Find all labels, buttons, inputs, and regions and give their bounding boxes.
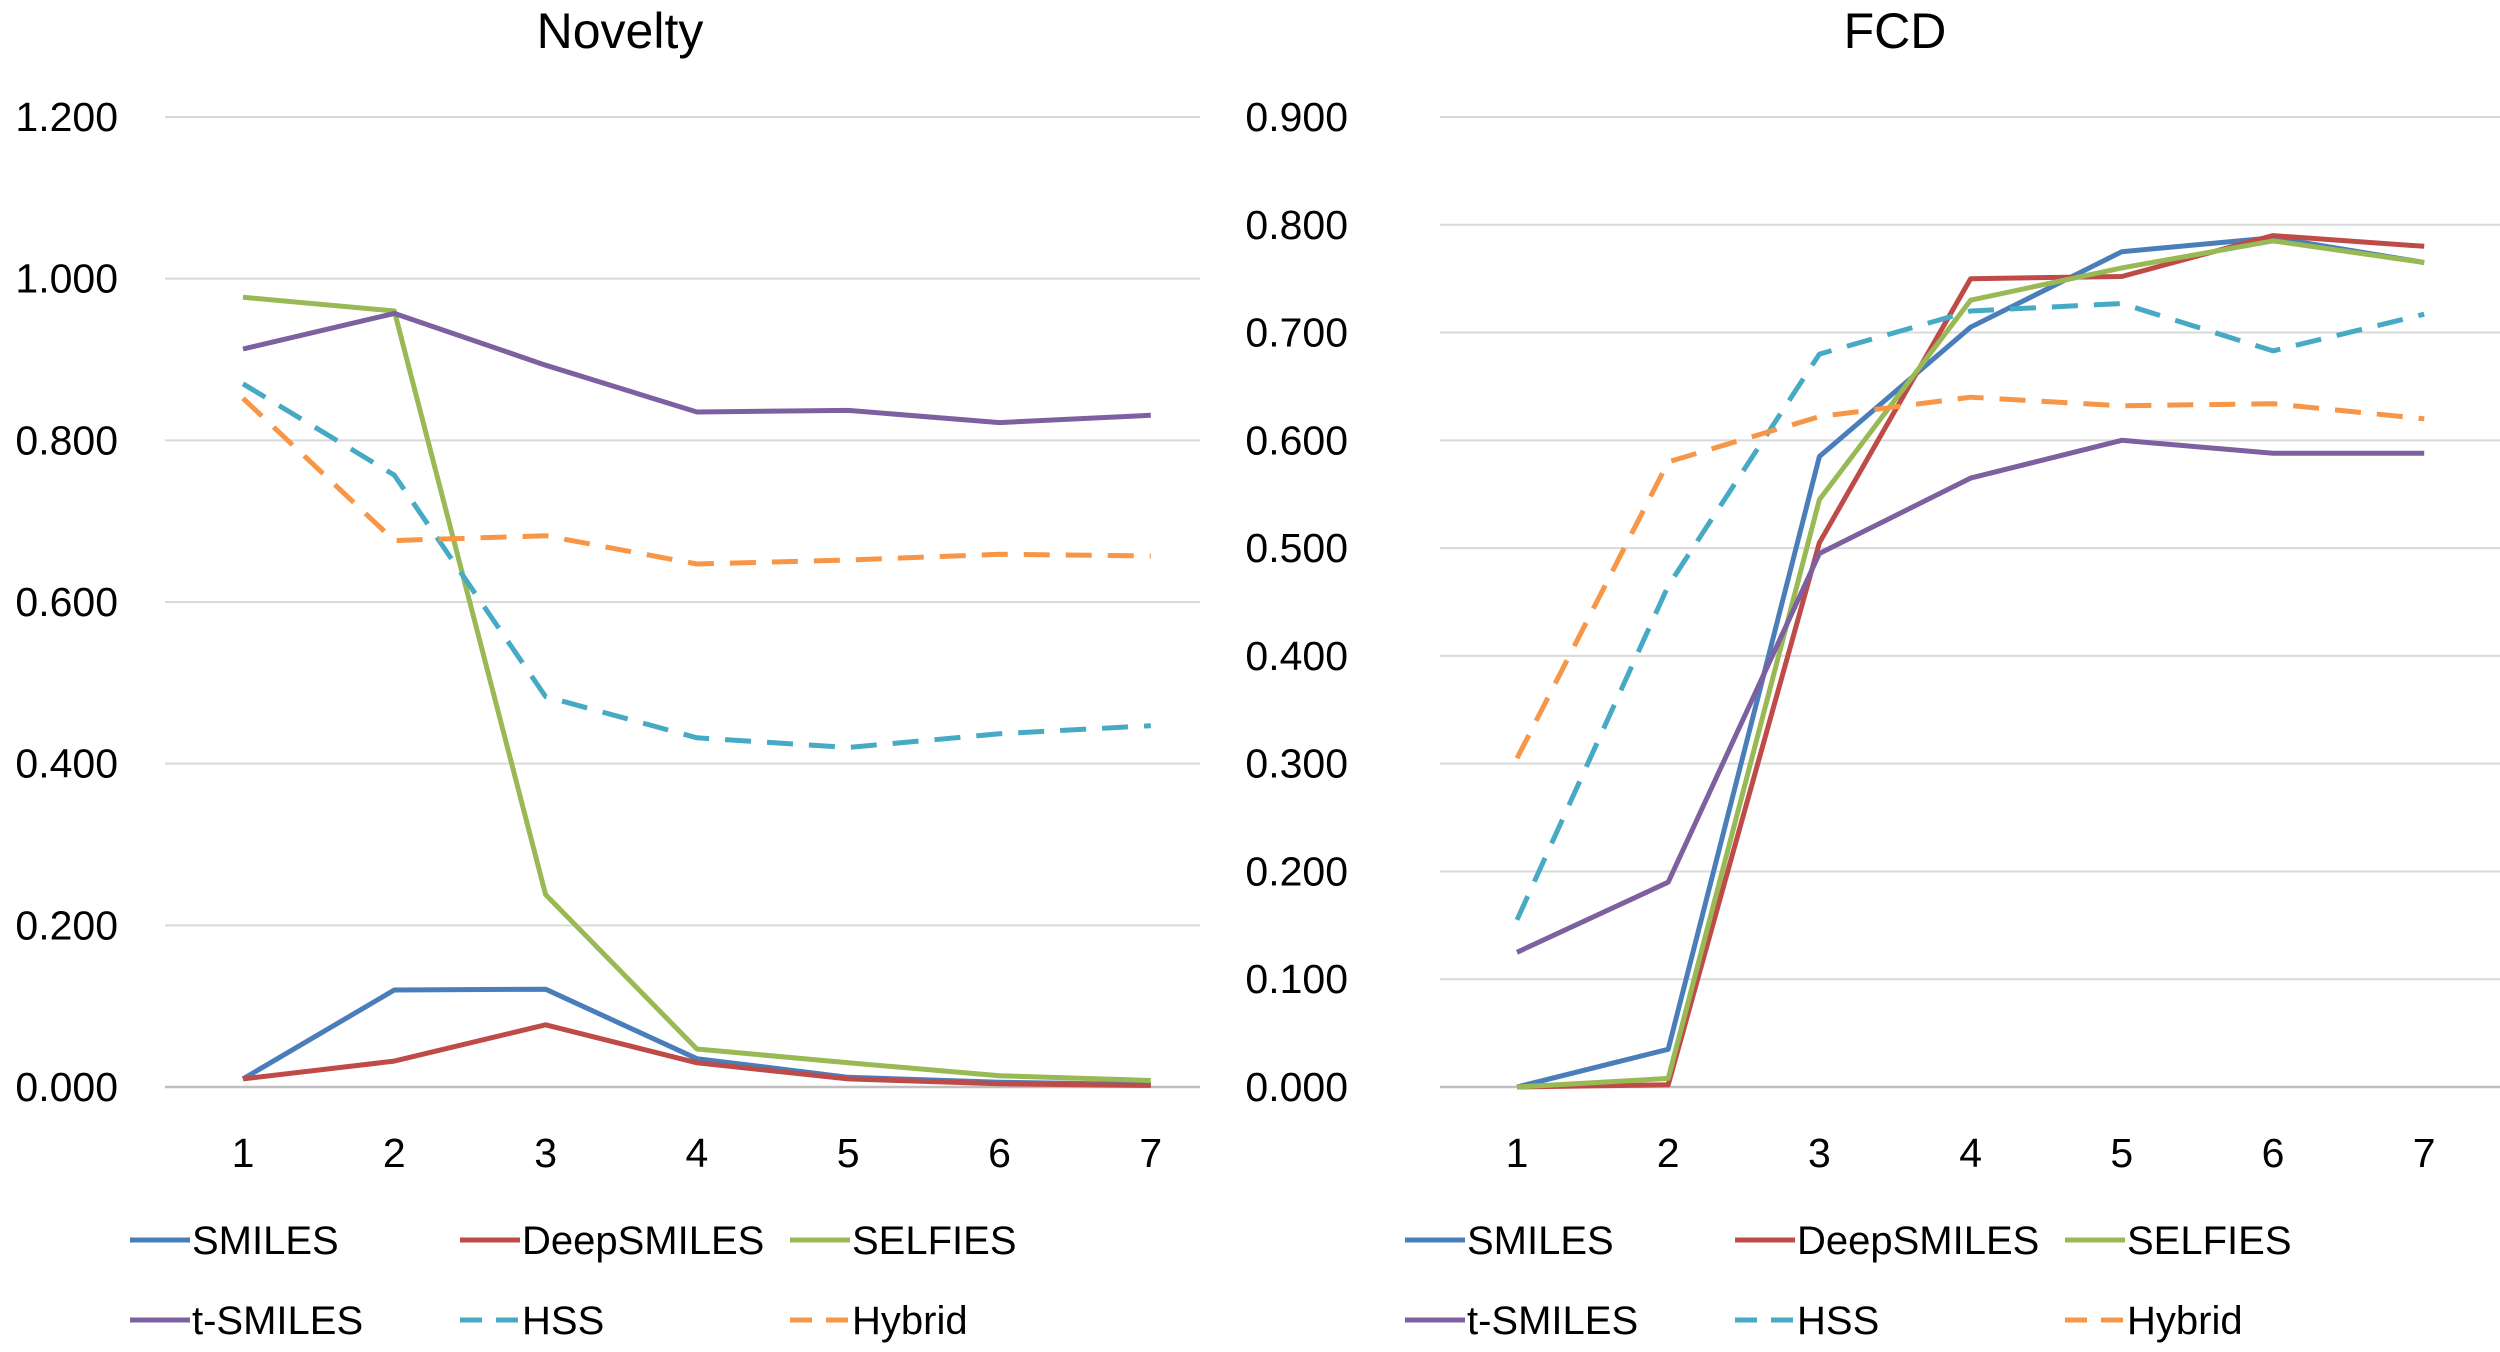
series-line-t-smiles (242, 310, 1151, 426)
legend-label: HSS (522, 1299, 604, 1343)
series-line-hybrid (1514, 394, 2425, 760)
x-tick-label: 1 (232, 1130, 255, 1176)
x-tick-label: 5 (2110, 1130, 2133, 1176)
legend-item: DeepSMILES (460, 1219, 764, 1263)
legend-item: t-SMILES (1405, 1299, 1638, 1343)
legend-item: Hybrid (2065, 1299, 2243, 1343)
x-tick-label: 3 (1808, 1130, 1831, 1176)
y-tick-label: 0.600 (15, 579, 118, 625)
x-tick-label: 4 (685, 1130, 708, 1176)
y-tick-label: 0.800 (15, 417, 118, 463)
legend-item: DeepSMILES (1735, 1219, 2039, 1263)
chart-title: Novelty (537, 3, 704, 59)
legend-label: Hybrid (2127, 1299, 2243, 1343)
y-tick-label: 0.500 (1245, 525, 1348, 571)
y-tick-label: 0.300 (1245, 741, 1348, 787)
legend-label: SELFIES (852, 1219, 1017, 1263)
y-tick-label: 0.000 (15, 1064, 118, 1110)
x-tick-label: 2 (1657, 1130, 1680, 1176)
series-line-deepsmiles (242, 1022, 1151, 1088)
series-line-hss (241, 381, 1151, 750)
legend-label: SMILES (192, 1219, 339, 1263)
y-tick-label: 0.600 (1245, 417, 1348, 463)
legend-label: SELFIES (2127, 1219, 2292, 1263)
x-tick-label: 7 (2413, 1130, 2436, 1176)
legend-label: t-SMILES (192, 1299, 363, 1343)
series-line-selfies (1516, 238, 2425, 1090)
legend-label: DeepSMILES (522, 1219, 764, 1263)
series-line-deepsmiles (1516, 233, 2425, 1090)
x-tick-label: 2 (383, 1130, 406, 1176)
legend-label: HSS (1797, 1299, 1879, 1343)
y-tick-label: 0.800 (1245, 202, 1348, 248)
chart-panel-2: FCD 0.000 0.100 0.200 0.300 0.400 0.500 0.600 0.… (1245, 3, 2500, 1343)
x-tick-label: 6 (988, 1130, 1011, 1176)
series-line-hss (1514, 301, 2425, 921)
series-line-smiles (1516, 235, 2425, 1090)
legend-item: SMILES (130, 1219, 339, 1263)
legend-item: SMILES (1405, 1219, 1614, 1263)
legend-item: HSS (460, 1299, 604, 1343)
x-tick-label: 4 (1959, 1130, 1982, 1176)
y-tick-label: 0.700 (1245, 310, 1348, 356)
y-tick-label: 0.200 (1245, 848, 1348, 894)
y-tick-label: 0.400 (15, 741, 118, 787)
legend-item: HSS (1735, 1299, 1879, 1343)
x-tick-label: 5 (837, 1130, 860, 1176)
chart-title: FCD (1844, 3, 1947, 59)
y-tick-label: 0.100 (1245, 956, 1348, 1002)
series-line-smiles (241, 986, 1151, 1088)
legend-label: Hybrid (852, 1299, 968, 1343)
y-tick-label: 1.200 (15, 94, 118, 140)
x-tick-label: 1 (1506, 1130, 1529, 1176)
y-tick-label: 1.000 (15, 256, 118, 302)
y-tick-label: 0.400 (1245, 633, 1348, 679)
legend-item: SELFIES (2065, 1219, 2292, 1263)
legend-label: DeepSMILES (1797, 1219, 2039, 1263)
series-line-hybrid (241, 396, 1151, 567)
legend-item: Hybrid (790, 1299, 968, 1343)
legend-label: t-SMILES (1467, 1299, 1638, 1343)
chart-panel-1: Novelty 0.000 0.200 0.400 0.600 0.800 1.000 1.2… (15, 3, 1200, 1343)
x-tick-label: 6 (2262, 1130, 2285, 1176)
y-tick-label: 0.900 (1245, 94, 1348, 140)
series-line-t-smiles (1515, 437, 2425, 955)
legend-label: SMILES (1467, 1219, 1614, 1263)
y-tick-label: 0.000 (1245, 1064, 1348, 1110)
legend-item: t-SMILES (130, 1299, 363, 1343)
x-tick-label: 7 (1139, 1130, 1162, 1176)
series-line-selfies (242, 294, 1151, 1083)
y-tick-label: 0.200 (15, 902, 118, 948)
x-tick-label: 3 (534, 1130, 557, 1176)
legend-item: SELFIES (790, 1219, 1017, 1263)
